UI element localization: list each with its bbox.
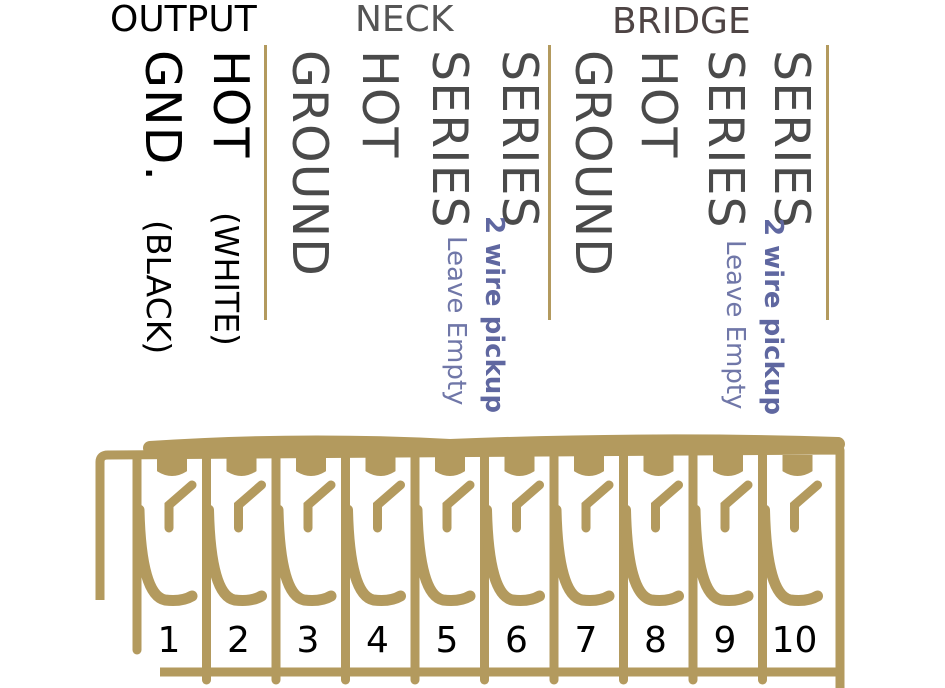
label-bridge-series-2: SERIES (763, 50, 820, 229)
terminal-spring (234, 480, 266, 533)
block-top-rail (143, 434, 845, 455)
terminal-screw-head (157, 455, 187, 476)
label-bridge-series-1: SERIES (697, 50, 754, 229)
terminal-screw-head (435, 455, 465, 476)
terminal-spring (790, 480, 822, 533)
divider-output-neck (264, 45, 267, 320)
label-bridge-hot: HOT (630, 50, 687, 159)
terminal-screw-head (226, 455, 257, 476)
note-neck-leave-empty: Leave Empty (441, 236, 471, 406)
terminal-spring (442, 480, 475, 533)
terminal-screw-head (296, 455, 326, 476)
terminal-spring (581, 480, 614, 533)
terminal-clamp-hook (620, 504, 684, 606)
header-output: OUTPUT (110, 0, 257, 40)
terminal-spring (164, 480, 197, 533)
terminal-screw-head (643, 455, 674, 476)
terminal-spring (373, 480, 405, 533)
label-neck-series-2: SERIES (491, 50, 548, 229)
terminal-number: 9 (714, 620, 737, 661)
terminal-number: 5 (436, 620, 459, 661)
terminal-spring (720, 480, 753, 533)
terminal-screw-head (504, 455, 535, 476)
label-bridge-ground: GROUND (564, 50, 621, 277)
label-neck-hot: HOT (351, 50, 408, 159)
terminal-spring (512, 480, 544, 533)
divider-bridge-end (826, 45, 829, 320)
terminal-number: 6 (505, 620, 528, 661)
terminal-clamp-hook (759, 504, 823, 606)
terminal-clamp-hook (203, 504, 267, 606)
label-output-gnd-color: (BLACK) (139, 220, 178, 355)
terminal-number: 2 (227, 620, 250, 661)
header-neck: NECK (355, 0, 454, 40)
terminal-screw-head (574, 455, 604, 476)
terminal-screw-head (365, 455, 396, 476)
header-bridge: BRIDGE (612, 1, 751, 42)
terminal-clamp-hook (550, 504, 615, 606)
terminal-number: 3 (297, 620, 320, 661)
terminal-number: 8 (644, 620, 667, 661)
label-output-hot: HOT (202, 50, 259, 159)
terminal-clamp-hook (272, 504, 337, 606)
terminal-number: 1 (158, 620, 181, 661)
terminal-clamp-hook (411, 504, 476, 606)
label-output-gnd: GND. (134, 50, 191, 182)
terminal-screw-head (782, 455, 813, 476)
terminal-screw-head (713, 455, 743, 476)
terminal-clamp-hook (133, 504, 198, 606)
terminal-spring (651, 480, 683, 533)
terminal-clamp-hook (481, 504, 545, 606)
label-neck-series-1: SERIES (421, 50, 478, 229)
note-neck-2-wire-pickup: 2 wire pickup (479, 216, 509, 413)
block-outline (95, 445, 845, 688)
note-bridge-leave-empty: Leave Empty (720, 240, 750, 410)
label-neck-ground: GROUND (281, 50, 338, 277)
terminal-number: 4 (366, 620, 389, 661)
terminal-number: 10 (772, 620, 818, 661)
terminal-clamp-hook (342, 504, 406, 606)
terminal-clamp-hook (689, 504, 754, 606)
terminal-spring (303, 480, 336, 533)
note-bridge-2-wire-pickup: 2 wire pickup (758, 218, 788, 415)
terminal-number: 7 (575, 620, 598, 661)
divider-neck-bridge (548, 45, 551, 320)
label-output-hot-color: (WHITE) (207, 212, 246, 346)
